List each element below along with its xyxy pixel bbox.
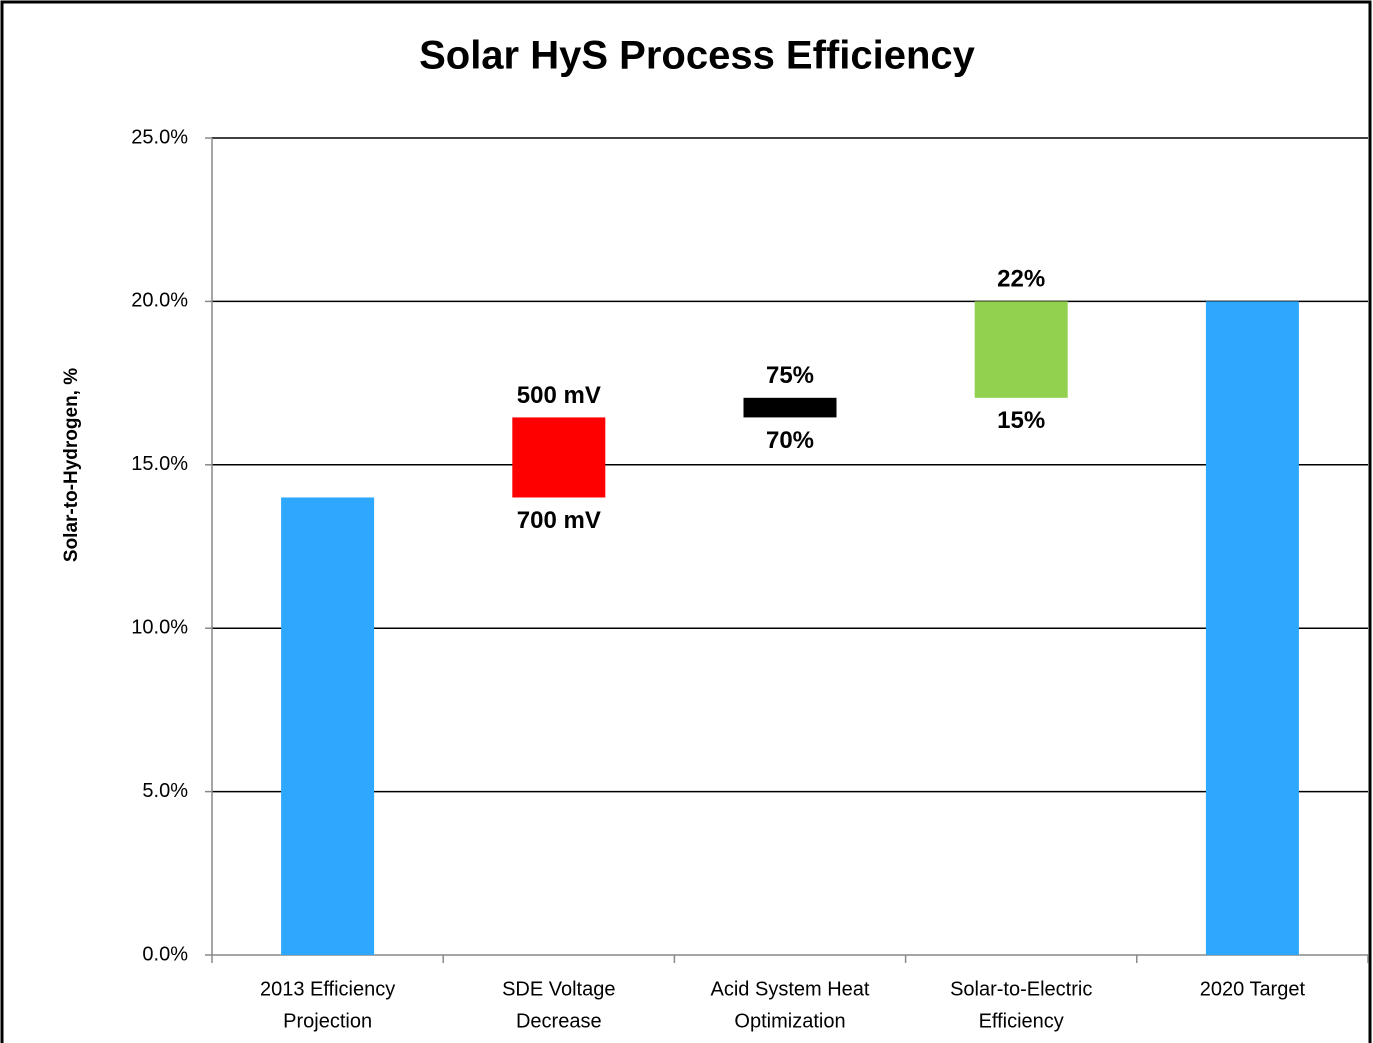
x-tick-label: Decrease: [516, 1010, 602, 1032]
x-tick-label: 2020 Target: [1200, 978, 1306, 1000]
data-label: 15%: [997, 407, 1045, 434]
y-axis-label: Solar-to-Hydrogen, %: [61, 368, 82, 562]
data-label: 75%: [766, 362, 814, 389]
bar: [512, 417, 606, 498]
data-label: 70%: [766, 427, 814, 454]
data-label: 700 mV: [517, 507, 601, 534]
x-tick-label: Optimization: [734, 1010, 845, 1032]
x-tick-label: 2013 Efficiency: [260, 978, 395, 1000]
x-tick-label: Projection: [283, 1010, 372, 1032]
y-tick-label: 0.0%: [142, 943, 188, 965]
x-tick-label: Efficiency: [979, 1010, 1064, 1032]
x-tick-label: SDE Voltage: [502, 978, 615, 1000]
y-tick-label: 5.0%: [142, 780, 188, 802]
bar: [1205, 301, 1299, 955]
bar: [974, 301, 1068, 398]
y-tick-label: 25.0%: [131, 126, 188, 148]
data-label: 22%: [997, 266, 1045, 293]
bar: [743, 397, 837, 418]
bar: [281, 497, 375, 955]
data-label: 500 mV: [517, 382, 601, 409]
y-tick-label: 15.0%: [131, 453, 188, 475]
y-tick-label: 20.0%: [131, 290, 188, 312]
y-tick-label: 10.0%: [131, 616, 188, 638]
x-tick-label: Solar-to-Electric: [950, 978, 1092, 1000]
x-tick-label: Acid System Heat: [711, 978, 870, 1000]
chart-title: Solar HyS Process Efficiency: [419, 34, 976, 78]
